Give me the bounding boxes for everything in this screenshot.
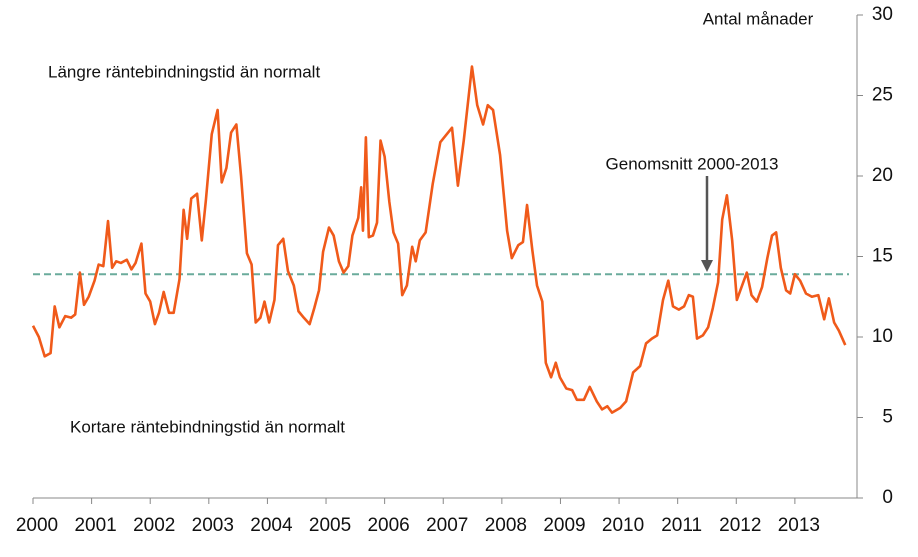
y-tick-label: 25 [872,85,893,106]
x-tick-label: 2001 [74,515,116,536]
x-tick-label: 2003 [192,515,234,536]
data-line [31,65,847,414]
y-axis-label: Antal månader [703,9,814,28]
x-tick-label: 2011 [661,515,702,536]
annotation: Längre räntebindningstid än normalt [48,62,320,81]
y-tick-label: 20 [872,165,893,186]
x-tick-label: 2006 [367,515,409,536]
x-tick-label: 2008 [485,515,527,536]
x-tick-label: 2000 [16,515,58,536]
x-tick-label: 2010 [602,515,644,536]
reference-label: Genomsnitt 2000-2013 [606,154,779,173]
y-tick-label: 30 [872,4,893,25]
x-tick-label: 2012 [719,515,761,536]
x-tick-label: 2009 [543,515,585,536]
y-tick-label: 15 [872,246,893,267]
x-tick-label: 2005 [309,515,351,536]
x-tick-label: 2004 [250,515,293,536]
x-tick-label: 2002 [133,515,175,536]
y-tick-label: 0 [882,487,893,508]
x-tick-label: 2007 [426,515,468,536]
x-tick-label: 2013 [778,515,820,536]
y-tick-label: 10 [872,326,893,347]
arrow-head [701,260,713,272]
y-tick-label: 5 [882,407,893,428]
annotation: Kortare räntebindningstid än normalt [70,417,345,436]
